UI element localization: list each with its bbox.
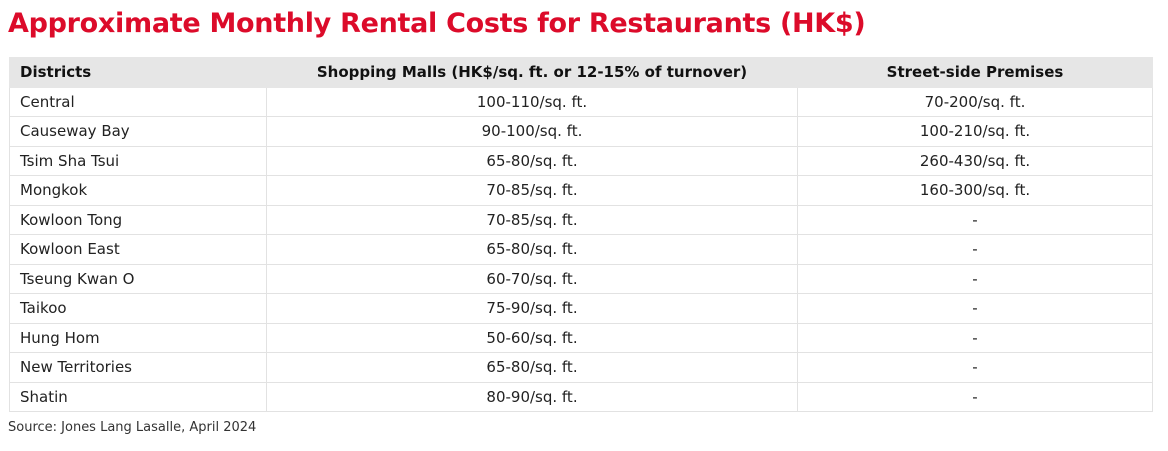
- table-cell: 100-210/sq. ft.: [797, 116, 1153, 147]
- table-cell: 70-85/sq. ft.: [266, 204, 798, 235]
- column-header: Street-side Premises: [797, 57, 1153, 88]
- table-head: Districts Shopping Malls (HK$/sq. ft. or …: [9, 57, 1153, 88]
- table-cell: -: [797, 234, 1153, 265]
- table-cell: -: [797, 204, 1153, 235]
- table-cell: -: [797, 352, 1153, 383]
- table-cell: -: [797, 293, 1153, 324]
- table-cell: -: [797, 322, 1153, 353]
- table-cell: 70-200/sq. ft.: [797, 86, 1153, 117]
- table-cell: 100-110/sq. ft.: [266, 86, 798, 117]
- table-cell: 260-430/sq. ft.: [797, 145, 1153, 176]
- table-body: Central 100-110/sq. ft. 70-200/sq. ft. Caus…: [9, 86, 1153, 412]
- table-cell: 80-90/sq. ft.: [266, 381, 798, 412]
- table-row: Kowloon East 65-80/sq. ft. -: [9, 234, 1153, 265]
- table-cell: Kowloon East: [9, 234, 267, 265]
- table-cell: Kowloon Tong: [9, 204, 267, 235]
- table-row: Kowloon Tong 70-85/sq. ft. -: [9, 204, 1153, 235]
- table-cell: 75-90/sq. ft.: [266, 293, 798, 324]
- table-cell: Causeway Bay: [9, 116, 267, 147]
- table-cell: 65-80/sq. ft.: [266, 145, 798, 176]
- table-row: Shatin 80-90/sq. ft. -: [9, 381, 1153, 412]
- header-row: Districts Shopping Malls (HK$/sq. ft. or …: [9, 57, 1153, 88]
- table-cell: Mongkok: [9, 175, 267, 206]
- table-cell: 65-80/sq. ft.: [266, 234, 798, 265]
- table-cell: New Territories: [9, 352, 267, 383]
- table-cell: -: [797, 263, 1153, 294]
- table-cell: 65-80/sq. ft.: [266, 352, 798, 383]
- title: Approximate Monthly Rental Costs for Res…: [8, 8, 866, 39]
- table-cell: Tsim Sha Tsui: [9, 145, 267, 176]
- table-cell: -: [797, 381, 1153, 412]
- table-row: Tseung Kwan O 60-70/sq. ft. -: [9, 263, 1153, 294]
- table-cell: Taikoo: [9, 293, 267, 324]
- table-row: New Territories 65-80/sq. ft. -: [9, 352, 1153, 383]
- table-row: Taikoo 75-90/sq. ft. -: [9, 293, 1153, 324]
- table-row: Tsim Sha Tsui 65-80/sq. ft. 260-430/sq. ft…: [9, 145, 1153, 176]
- column-header: Districts: [9, 57, 267, 88]
- table-row: Central 100-110/sq. ft. 70-200/sq. ft.: [9, 86, 1153, 117]
- rental-table: Districts Shopping Malls (HK$/sq. ft. or …: [9, 57, 1153, 412]
- source: Source: Jones Lang Lasalle, April 2024: [8, 420, 257, 435]
- column-header: Shopping Malls (HK$/sq. ft. or 12-15% of…: [266, 57, 798, 88]
- table-cell: 160-300/sq. ft.: [797, 175, 1153, 206]
- table-cell: Tseung Kwan O: [9, 263, 267, 294]
- table-cell: 50-60/sq. ft.: [266, 322, 798, 353]
- table-cell: Shatin: [9, 381, 267, 412]
- table-cell: 60-70/sq. ft.: [266, 263, 798, 294]
- table-cell: Central: [9, 86, 267, 117]
- table-cell: 70-85/sq. ft.: [266, 175, 798, 206]
- table-row: Hung Hom 50-60/sq. ft. -: [9, 322, 1153, 353]
- table-cell: 90-100/sq. ft.: [266, 116, 798, 147]
- table-row: Mongkok 70-85/sq. ft. 160-300/sq. ft.: [9, 175, 1153, 206]
- table-cell: Hung Hom: [9, 322, 267, 353]
- table-row: Causeway Bay 90-100/sq. ft. 100-210/sq. ft…: [9, 116, 1153, 147]
